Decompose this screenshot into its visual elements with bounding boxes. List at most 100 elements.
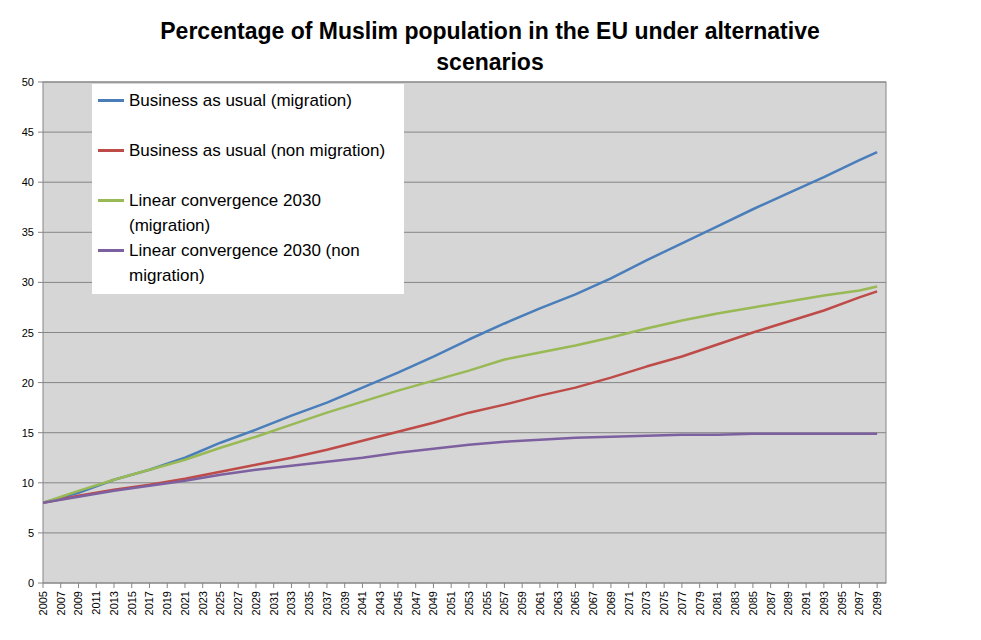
- x-tick-label: 2063: [552, 591, 564, 615]
- x-tick-label: 2041: [356, 591, 368, 615]
- x-tick: [309, 583, 310, 588]
- x-tick: [681, 583, 682, 588]
- legend-swatch: [98, 199, 124, 202]
- x-tick-label: 2007: [55, 591, 67, 615]
- legend-item: Linear convergence 2030 (migration): [92, 188, 404, 238]
- x-tick: [468, 583, 469, 588]
- x-tick: [788, 583, 789, 588]
- x-tick-label: 2097: [853, 591, 865, 615]
- x-tick-label: 2077: [676, 591, 688, 615]
- y-tick-label: 45: [22, 126, 34, 138]
- x-tick-label: 2009: [72, 591, 84, 615]
- x-tick: [60, 583, 61, 588]
- y-tick-label: 40: [22, 176, 34, 188]
- x-tick-label: 2051: [445, 591, 457, 615]
- y-tick: [38, 282, 43, 283]
- x-tick-label: 2017: [143, 591, 155, 615]
- x-tick-label: 2073: [640, 591, 652, 615]
- x-tick: [575, 583, 576, 588]
- series-line: [43, 152, 877, 503]
- series-line: [43, 434, 877, 503]
- x-tick: [486, 583, 487, 588]
- x-tick: [610, 583, 611, 588]
- y-tick-label: 20: [22, 377, 34, 389]
- x-tick: [415, 583, 416, 588]
- y-tick: [38, 382, 43, 383]
- x-tick-label: 2081: [711, 591, 723, 615]
- legend-item: Business as usual (migration): [92, 88, 404, 138]
- x-tick: [238, 583, 239, 588]
- x-tick-label: 2067: [587, 591, 599, 615]
- x-tick-label: 2087: [765, 591, 777, 615]
- x-tick-label: 2083: [729, 591, 741, 615]
- x-tick: [273, 583, 274, 588]
- x-tick-label: 2045: [392, 591, 404, 615]
- x-tick: [593, 583, 594, 588]
- series-group: [43, 152, 877, 503]
- x-tick-label: 2043: [374, 591, 386, 615]
- x-tick: [628, 583, 629, 588]
- x-tick: [451, 583, 452, 588]
- x-tick-label: 2069: [605, 591, 617, 615]
- y-tick: [38, 332, 43, 333]
- x-tick-label: 2049: [427, 591, 439, 615]
- x-tick: [78, 583, 79, 588]
- x-tick: [43, 583, 44, 588]
- x-tick: [380, 583, 381, 588]
- legend-swatch: [98, 149, 124, 152]
- x-tick-label: 2015: [126, 591, 138, 615]
- y-tick-label: 15: [22, 427, 34, 439]
- x-tick-label: 2027: [232, 591, 244, 615]
- x-tick-label: 2091: [800, 591, 812, 615]
- x-tick: [859, 583, 860, 588]
- x-tick: [522, 583, 523, 588]
- x-tick: [149, 583, 150, 588]
- legend-label: Linear convergence 2030 (migration): [129, 188, 404, 238]
- x-tick: [664, 583, 665, 588]
- x-tick-label: 2053: [463, 591, 475, 615]
- grid-line: [43, 532, 886, 533]
- x-tick-label: 2025: [214, 591, 226, 615]
- y-tick: [38, 583, 43, 584]
- y-tick-label: 35: [22, 226, 34, 238]
- x-tick-label: 2057: [498, 591, 510, 615]
- x-tick: [823, 583, 824, 588]
- x-tick: [841, 583, 842, 588]
- x-tick-label: 2061: [534, 591, 546, 615]
- x-tick-label: 2089: [782, 591, 794, 615]
- x-tick: [291, 583, 292, 588]
- x-tick: [96, 583, 97, 588]
- x-tick-label: 2085: [747, 591, 759, 615]
- x-tick: [717, 583, 718, 588]
- y-tick-label: 30: [22, 276, 34, 288]
- y-tick-label: 5: [28, 527, 34, 539]
- x-tick: [113, 583, 114, 588]
- y-tick-label: 50: [22, 76, 34, 88]
- y-tick: [38, 482, 43, 483]
- y-tick: [38, 132, 43, 133]
- y-tick: [38, 532, 43, 533]
- x-tick: [877, 583, 878, 588]
- x-tick-label: 2023: [197, 591, 209, 615]
- legend-item: Business as usual (non migration): [92, 138, 404, 188]
- x-tick-label: 2011: [90, 591, 102, 615]
- x-tick-label: 2075: [658, 591, 670, 615]
- legend: Business as usual (migration)Business as…: [92, 84, 404, 294]
- x-tick-label: 2047: [410, 591, 422, 615]
- x-tick-label: 2035: [303, 591, 315, 615]
- x-tick-label: 2099: [871, 591, 883, 615]
- x-tick: [362, 583, 363, 588]
- x-tick-label: 2039: [339, 591, 351, 615]
- y-tick: [38, 432, 43, 433]
- y-tick-label: 10: [22, 477, 34, 489]
- legend-item: Linear convergence 2030 (non migration): [92, 238, 404, 288]
- chart-title: Percentage of Muslim population in the E…: [130, 16, 850, 78]
- x-tick-label: 2095: [836, 591, 848, 615]
- x-tick: [131, 583, 132, 588]
- x-tick-label: 2059: [516, 591, 528, 615]
- y-tick: [38, 82, 43, 83]
- x-tick: [504, 583, 505, 588]
- x-tick-label: 2079: [694, 591, 706, 615]
- y-tick: [38, 232, 43, 233]
- series-line: [43, 291, 877, 502]
